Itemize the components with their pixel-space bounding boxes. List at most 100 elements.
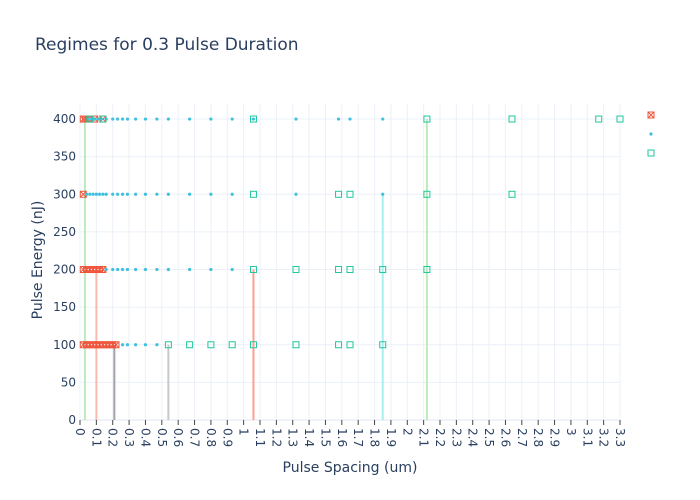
data-point [423,190,431,198]
x-tick-label: 0.4 [138,428,152,447]
data-point [616,115,624,123]
x-tick-label: 0.8 [204,428,218,447]
x-tick-label: 3 [564,428,578,436]
x-tick-label: 3.2 [597,428,611,447]
data-point [508,115,516,123]
data-point [84,192,89,196]
legend-item-0[interactable] [647,111,655,119]
x-tick-label: 0.9 [220,428,234,447]
data-point [230,117,234,121]
data-point [116,192,120,196]
x-tick-label: 2 [400,428,414,436]
data-point [120,343,125,347]
data-point [186,341,194,349]
data-point [166,267,170,272]
x-tick-label: 2.3 [449,428,463,447]
data-point [335,190,343,198]
data-point [294,192,298,196]
data-point [99,117,103,121]
chart-legend[interactable] [647,111,655,157]
data-point [134,343,138,347]
data-point [381,192,385,196]
data-point [116,267,120,272]
x-tick-label: 1.1 [253,428,267,447]
data-point [143,343,148,347]
data-point [120,192,125,196]
data-point [155,343,159,347]
data-point [89,117,94,121]
data-point [348,117,352,121]
x-tick-label: 1.3 [286,428,300,447]
data-point [111,192,115,196]
y-tick-label: 0 [68,413,76,427]
x-tick-label: 0.7 [188,428,202,447]
data-point [96,117,100,121]
data-point [134,267,138,272]
data-point [164,341,172,349]
x-tick-label: 1.2 [269,428,283,447]
data-point [346,341,354,349]
data-point [335,266,343,274]
data-point [125,343,130,347]
x-tick-label: 1.4 [302,428,316,447]
chart-marks [79,115,624,349]
data-point [346,266,354,274]
data-point [86,117,90,121]
x-tick-label: 1.9 [384,428,398,447]
x-tick-label: 0.6 [171,428,185,447]
data-point [166,117,170,121]
data-point [94,192,98,196]
data-point [209,267,213,272]
data-point [292,266,300,274]
data-point [93,117,97,121]
y-tick-label: 150 [53,300,76,314]
data-point [143,117,148,121]
data-point [125,117,130,121]
data-point [228,341,236,349]
data-point [120,117,125,121]
x-tick-label: 3.3 [613,428,627,447]
x-tick-label: 2.1 [417,428,431,447]
legend-item-1[interactable] [649,132,653,136]
data-point [209,117,213,121]
data-point [111,267,115,272]
data-point [112,341,120,349]
data-point [292,341,300,349]
data-point [125,267,130,272]
y-axis-title: Pulse Energy (nJ) [30,201,46,320]
data-point [104,267,108,272]
x-axis-title: Pulse Spacing (um) [283,460,418,476]
data-point [249,341,257,349]
x-tick-label: 0.2 [106,428,120,447]
data-point [143,192,148,196]
data-point [166,192,170,196]
x-tick-label: 2.7 [515,428,529,447]
data-point [99,115,107,123]
data-point [381,117,385,121]
x-tick-label: 2.9 [548,428,562,447]
data-point [88,192,92,196]
data-point [230,267,234,272]
x-tick-label: 2.4 [466,428,480,447]
data-point [294,117,298,121]
data-point [134,117,138,121]
data-point [98,192,102,196]
x-tick-label: 1 [237,428,251,436]
x-tick-label: 2.5 [482,428,496,447]
data-point [209,192,213,196]
x-tick-label: 1.5 [318,428,332,447]
data-point [125,192,130,196]
data-point [104,192,108,196]
chart-grid [79,104,621,421]
data-point [116,117,120,121]
data-point [155,117,159,121]
data-point [120,267,125,272]
legend-item-2[interactable] [647,149,655,157]
data-point [251,117,256,121]
series-1 [84,117,385,347]
x-tick-label: 0.1 [89,428,103,447]
data-point [134,192,138,196]
series-2 [86,115,624,349]
